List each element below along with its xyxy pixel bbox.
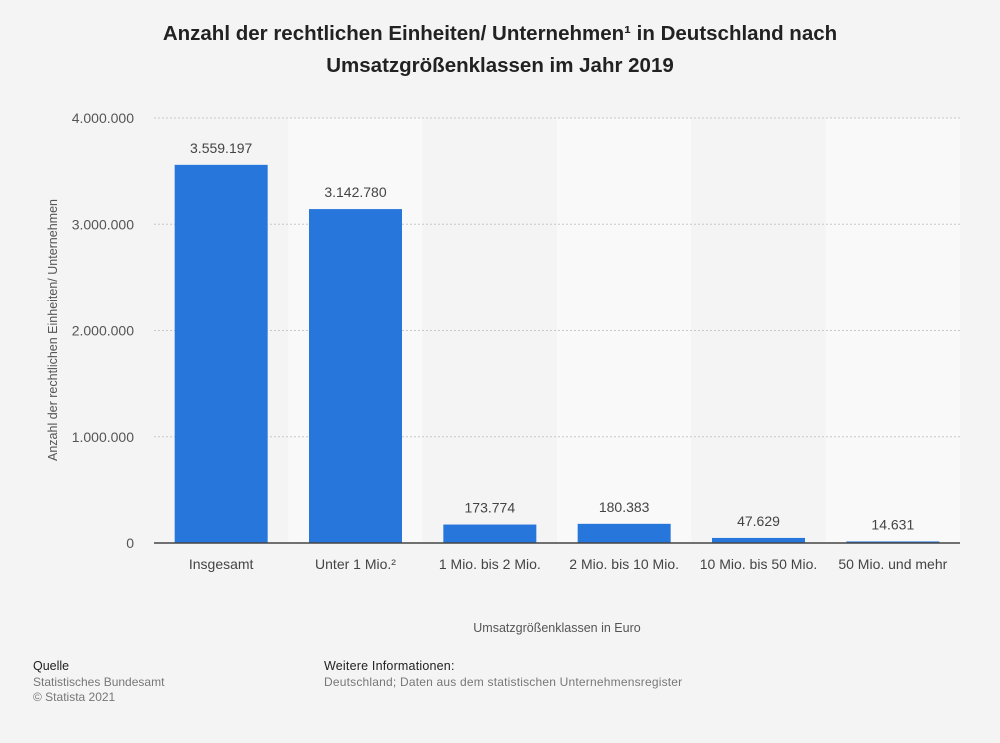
y-tick-label: 3.000.000 [72, 216, 134, 232]
data-label: 3.142.780 [324, 184, 386, 200]
chart-title: Anzahl der rechtlichen Einheiten/ Untern… [80, 18, 920, 82]
bar [174, 164, 268, 543]
bar [443, 524, 537, 543]
category-band [825, 118, 960, 543]
category-label: 10 Mio. bis 50 Mio. [700, 556, 818, 572]
category-label: 50 Mio. und mehr [838, 556, 947, 572]
category-label: Unter 1 Mio.² [315, 556, 396, 572]
source-heading: Quelle [33, 659, 70, 673]
y-tick-label: 0 [126, 535, 134, 551]
copyright: © Statista 2021 [33, 690, 116, 704]
category-label: 2 Mio. bis 10 Mio. [569, 556, 679, 572]
bar [577, 523, 671, 543]
bar [712, 537, 805, 543]
info-heading: Weitere Informationen: [324, 659, 455, 673]
y-tick-label: 4.000.000 [72, 110, 134, 126]
x-axis-categories: Insgesamt Unter 1 Mio.² 1 Mio. bis 2 Mio. 2… [189, 556, 948, 572]
chart-title-line-1: Anzahl der rechtlichen Einheiten/ Untern… [162, 22, 838, 45]
chart-title-line-2: Umsatzgrößenklassen im Jahr 2019 [326, 54, 674, 77]
info-text: Deutschland; Daten aus dem statistischen… [324, 674, 683, 689]
y-tick-label: 2.000.000 [72, 323, 134, 339]
data-label: 173.774 [465, 500, 516, 516]
data-label: 47.629 [737, 513, 780, 529]
data-label: 14.631 [871, 516, 914, 532]
y-axis-title: Anzahl der rechtlichen Einheiten/ Untern… [46, 199, 60, 461]
source-block: Quelle Statistisches Bundesamt © Statist… [33, 659, 164, 706]
bar [846, 541, 940, 543]
data-label: 3.559.197 [190, 140, 252, 156]
category-label: 1 Mio. bis 2 Mio. [439, 556, 541, 572]
data-label: 180.383 [599, 499, 650, 515]
info-block: Weitere Informationen: Deutschland; Date… [324, 659, 682, 690]
y-axis-ticks: 0 1.000.000 2.000.000 3.000.000 4.000.000 [72, 110, 135, 551]
bars [174, 164, 940, 543]
bar [309, 209, 402, 543]
y-tick-label: 1.000.000 [72, 429, 134, 445]
category-label: Insgesamt [189, 556, 254, 572]
source-name: Statistisches Bundesamt [33, 674, 165, 689]
x-axis-title: Umsatzgrößenklassen in Euro [473, 621, 640, 635]
data-labels: 3.559.197 3.142.780 173.774 180.383 47.629 14… [190, 140, 914, 533]
